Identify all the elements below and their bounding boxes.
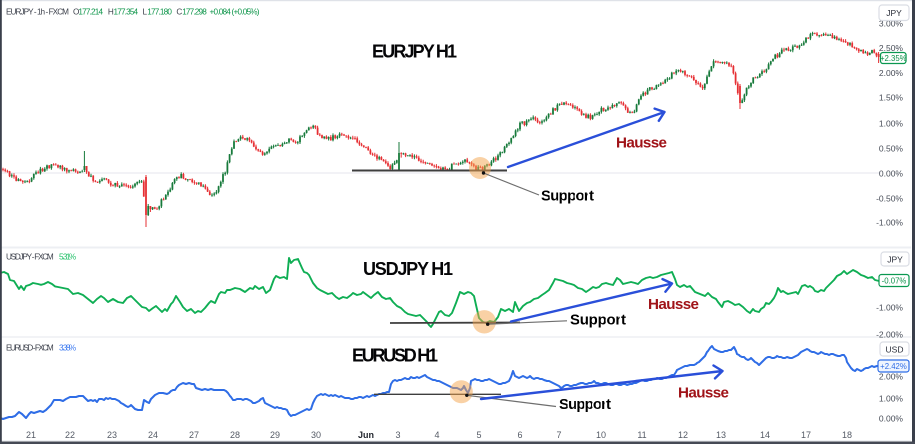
svg-text:H: H (108, 7, 114, 16)
svg-text:JPY: JPY (886, 8, 902, 18)
svg-text:0.50%: 0.50% (879, 144, 904, 154)
svg-text:+2.42%: +2.42% (880, 362, 907, 371)
svg-text:-1.00%: -1.00% (876, 218, 903, 228)
svg-text:14: 14 (760, 430, 770, 440)
svg-text:+0.084 (+0.05%): +0.084 (+0.05%) (210, 7, 260, 16)
svg-text:177.298: 177.298 (182, 7, 207, 16)
svg-text:USD: USD (886, 345, 904, 355)
svg-text:Jun: Jun (358, 430, 374, 440)
svg-text:1.00%: 1.00% (879, 394, 904, 404)
svg-text:13: 13 (716, 430, 726, 440)
svg-text:30: 30 (311, 430, 321, 440)
svg-text:0.00%: 0.00% (879, 169, 904, 179)
svg-text:22: 22 (65, 430, 75, 440)
svg-text:JPY: JPY (887, 255, 903, 265)
svg-text:Support: Support (541, 188, 594, 205)
svg-text:23: 23 (107, 430, 117, 440)
svg-text:-2.00%: -2.00% (876, 330, 903, 340)
svg-text:177.180: 177.180 (147, 7, 172, 16)
svg-text:Hausse: Hausse (678, 385, 729, 402)
svg-text:Hausse: Hausse (616, 135, 667, 152)
svg-text:7: 7 (556, 430, 561, 440)
svg-text:2.50%: 2.50% (879, 43, 904, 53)
svg-text:18: 18 (842, 430, 852, 440)
svg-text:24: 24 (148, 430, 158, 440)
svg-text:12: 12 (678, 430, 688, 440)
svg-text:L: L (143, 7, 148, 16)
svg-text:EURUSD H1: EURUSD H1 (352, 346, 438, 366)
svg-text:21: 21 (26, 430, 36, 440)
svg-text:EURUSD - FXCM: EURUSD - FXCM (6, 344, 54, 353)
svg-text:USDJPY H1: USDJPY H1 (363, 259, 453, 279)
svg-text:177.354: 177.354 (114, 7, 139, 16)
svg-text:177.214: 177.214 (78, 7, 103, 16)
svg-text:0.00%: 0.00% (879, 414, 904, 424)
svg-text:EURJPY - 1h - FXCM: EURJPY - 1h - FXCM (6, 7, 69, 16)
svg-text:5.31%: 5.31% (59, 253, 76, 262)
svg-text:2.00%: 2.00% (879, 372, 904, 382)
svg-text:11: 11 (637, 430, 646, 440)
svg-text:3.00%: 3.00% (879, 19, 904, 29)
svg-text:28: 28 (230, 430, 240, 440)
svg-text:EURJPY H1: EURJPY H1 (372, 42, 457, 62)
svg-text:17: 17 (801, 430, 811, 440)
svg-text:1.50%: 1.50% (879, 93, 904, 103)
svg-text:-0.50%: -0.50% (876, 194, 903, 204)
svg-text:Support: Support (570, 312, 626, 329)
svg-text:3.38%: 3.38% (59, 344, 76, 353)
svg-text:-1.00%: -1.00% (876, 303, 903, 313)
svg-text:C: C (176, 7, 182, 16)
svg-text:1.00%: 1.00% (879, 119, 904, 129)
svg-text:10: 10 (596, 430, 606, 440)
svg-text:5: 5 (476, 430, 481, 440)
svg-text:2.00%: 2.00% (879, 68, 904, 78)
svg-text:USDJPY - FXCM: USDJPY - FXCM (6, 253, 54, 262)
svg-text:O: O (73, 7, 79, 16)
svg-text:-0.07%: -0.07% (882, 277, 907, 286)
svg-text:4: 4 (434, 430, 439, 440)
svg-text:+2.35%: +2.35% (880, 54, 907, 63)
svg-text:Hausse: Hausse (648, 296, 699, 313)
svg-text:Support: Support (559, 396, 611, 413)
svg-text:27: 27 (189, 430, 199, 440)
svg-text:6: 6 (517, 430, 522, 440)
svg-text:29: 29 (270, 430, 280, 440)
svg-text:3: 3 (395, 430, 400, 440)
